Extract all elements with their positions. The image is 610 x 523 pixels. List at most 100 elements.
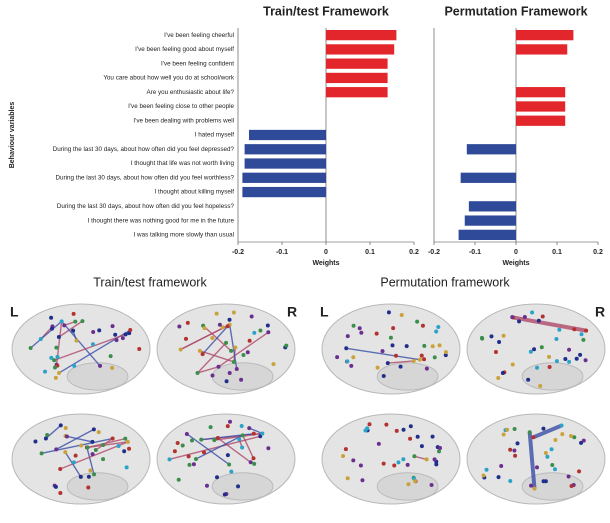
bar [242, 187, 326, 197]
node [433, 355, 437, 359]
node [529, 484, 533, 488]
node [92, 427, 96, 431]
node [582, 439, 586, 443]
node [416, 435, 420, 439]
node [115, 338, 119, 342]
node [351, 355, 355, 359]
node [79, 443, 83, 447]
node [425, 367, 429, 371]
node [50, 327, 54, 331]
node [553, 438, 557, 442]
bar [461, 173, 516, 183]
node [399, 365, 403, 369]
node [98, 364, 102, 368]
node [202, 450, 206, 454]
y-tick-label: You care about how well you do at school… [103, 75, 235, 82]
node [232, 311, 236, 315]
node [137, 347, 141, 351]
node [341, 454, 345, 458]
bar [469, 201, 516, 211]
node [266, 323, 270, 327]
node [409, 424, 413, 428]
node [376, 366, 380, 370]
node [126, 440, 130, 444]
node [434, 462, 438, 466]
node [223, 493, 227, 497]
node [572, 327, 576, 331]
brain-lobe [522, 363, 583, 390]
node [532, 487, 536, 491]
node [494, 350, 498, 354]
bar [326, 73, 388, 83]
y-axis-label: Behaviour variables [9, 102, 16, 169]
node [127, 447, 131, 451]
node [226, 424, 230, 428]
node [352, 324, 356, 328]
node [538, 384, 542, 388]
node [218, 323, 222, 327]
bar [245, 158, 326, 168]
node [569, 434, 573, 438]
node [344, 346, 348, 350]
node [212, 438, 216, 442]
node [387, 310, 391, 314]
node [117, 444, 121, 448]
node [345, 359, 349, 363]
node [73, 320, 77, 324]
node [272, 362, 276, 366]
node [413, 479, 417, 483]
node [560, 432, 564, 436]
node [431, 435, 435, 439]
node [420, 444, 424, 448]
node [517, 319, 521, 323]
node [250, 315, 254, 319]
node [246, 350, 250, 354]
node [58, 491, 62, 495]
node [512, 448, 516, 452]
node [185, 432, 189, 436]
chart-title: Permutation Framework [444, 4, 587, 18]
node [405, 344, 409, 348]
node [501, 371, 505, 375]
node [529, 350, 533, 354]
bar [242, 173, 326, 183]
brain-lobe [212, 363, 273, 390]
node [547, 355, 551, 359]
node [258, 329, 262, 333]
brain-lobe [67, 363, 128, 390]
node [358, 326, 362, 330]
node [248, 339, 252, 343]
node [72, 460, 76, 464]
node [101, 443, 105, 447]
bar [326, 59, 388, 69]
node [179, 347, 183, 351]
node [181, 444, 185, 448]
x-axis-label: Weights [502, 260, 529, 267]
node [123, 437, 127, 441]
node [167, 457, 171, 461]
node [54, 376, 58, 380]
node [80, 319, 84, 323]
bar [326, 30, 396, 40]
x-tick-label: 0.1 [552, 249, 562, 256]
node [91, 452, 95, 456]
chart-title: Train/test Framework [263, 4, 389, 18]
node [266, 330, 270, 334]
bar [516, 101, 565, 111]
node [560, 424, 564, 428]
node [544, 451, 548, 455]
node [252, 331, 256, 335]
y-tick-label: I thought that life was not worth living [131, 160, 235, 167]
node [237, 437, 241, 441]
node [203, 326, 207, 330]
node [52, 358, 56, 362]
node [537, 319, 541, 323]
node [233, 345, 237, 349]
y-tick-label: Are you enthusiastic about life? [146, 89, 234, 96]
brain-lobe [377, 473, 438, 500]
node [91, 342, 95, 346]
node [184, 337, 188, 341]
node [396, 460, 400, 464]
node [508, 479, 512, 483]
node [384, 423, 388, 427]
